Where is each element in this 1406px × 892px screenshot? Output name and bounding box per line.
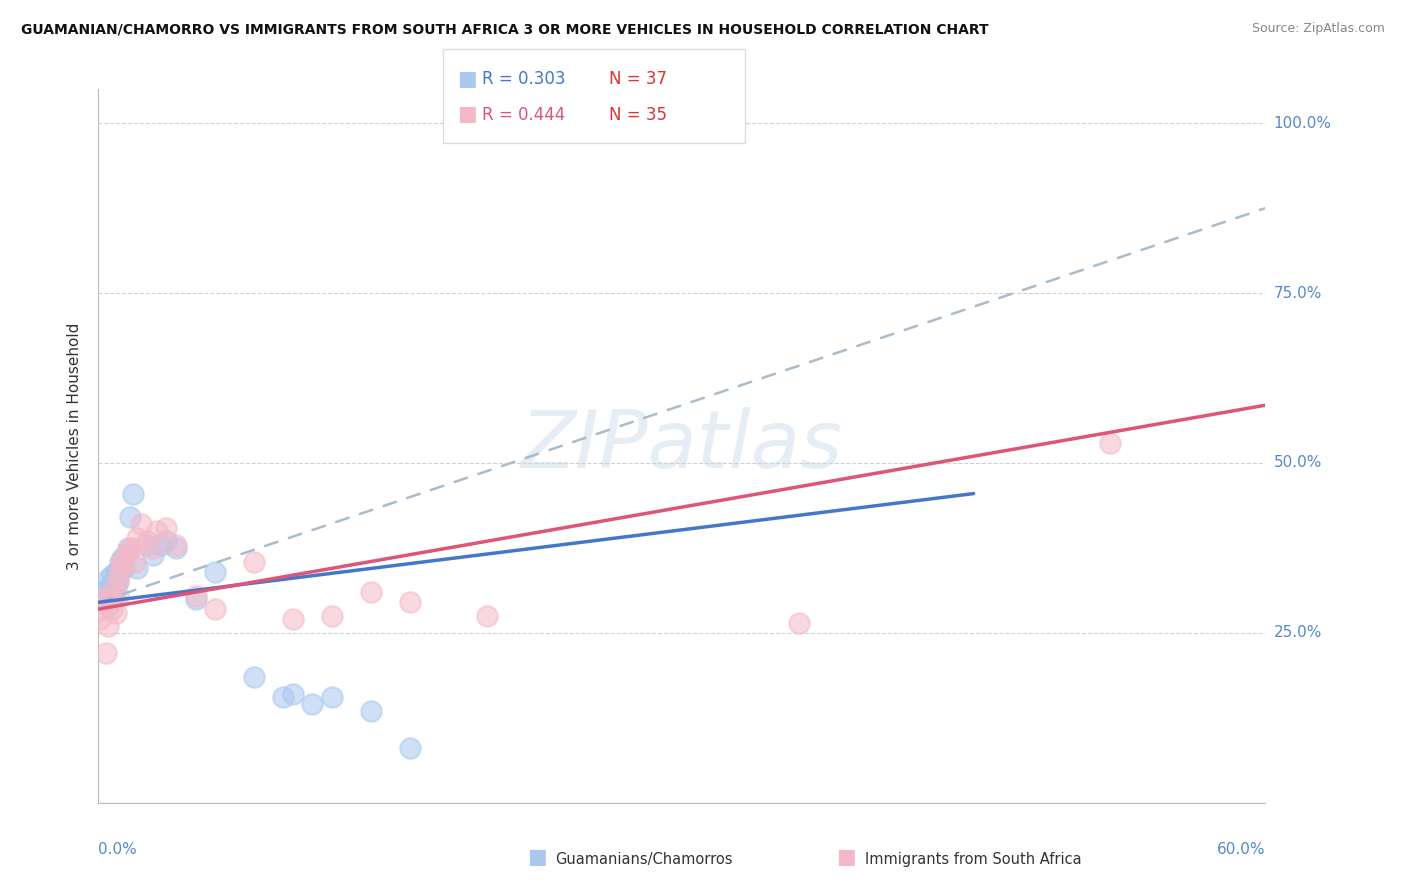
Point [107, 589, 129, 603]
Text: 50.0%: 50.0% [1274, 456, 1322, 470]
Point [321, 690, 343, 705]
Point [184, 589, 207, 603]
Text: 60.0%: 60.0% [1218, 842, 1265, 857]
Text: R = 0.444: R = 0.444 [482, 106, 565, 124]
Point [149, 537, 172, 551]
Point [146, 524, 169, 538]
Text: R = 0.303: R = 0.303 [482, 70, 565, 88]
Point [122, 486, 145, 500]
Point [96, 646, 118, 660]
Point [112, 551, 135, 566]
Text: N = 37: N = 37 [609, 70, 666, 88]
Text: 100.0%: 100.0% [1274, 116, 1331, 131]
Point [97, 572, 120, 586]
Point [281, 687, 304, 701]
Point [204, 565, 226, 579]
Point [97, 599, 120, 613]
Point [121, 541, 143, 555]
Point [107, 568, 129, 582]
Point [104, 606, 127, 620]
Point [360, 704, 382, 718]
Point [127, 531, 149, 545]
Point [101, 602, 124, 616]
Point [281, 612, 304, 626]
Text: ■: ■ [527, 847, 547, 867]
Point [103, 582, 125, 596]
Point [103, 582, 125, 596]
Point [97, 619, 120, 633]
Point [243, 555, 266, 569]
Point [204, 602, 226, 616]
Point [98, 591, 121, 606]
Text: N = 35: N = 35 [609, 106, 666, 124]
Point [107, 572, 129, 586]
Point [98, 578, 121, 592]
Point [184, 591, 207, 606]
Point [91, 602, 114, 616]
Text: ■: ■ [457, 69, 477, 88]
Point [103, 589, 125, 603]
Point [91, 585, 114, 599]
Point [98, 585, 121, 599]
Point [360, 585, 382, 599]
Point [112, 561, 135, 575]
Text: ZIPatlas: ZIPatlas [520, 407, 844, 485]
Point [111, 555, 134, 569]
Text: 25.0%: 25.0% [1274, 625, 1322, 640]
Text: 0.0%: 0.0% [98, 842, 138, 857]
Point [155, 534, 177, 549]
Point [142, 541, 165, 555]
Point [129, 517, 152, 532]
Point [117, 544, 139, 558]
Text: Guamanians/Chamorros: Guamanians/Chamorros [555, 852, 733, 867]
Point [477, 608, 499, 623]
Point [787, 615, 810, 630]
Point [114, 548, 136, 562]
Point [398, 741, 420, 756]
Point [118, 510, 141, 524]
Point [104, 578, 127, 592]
Point [117, 541, 139, 555]
Point [136, 537, 159, 551]
Text: Source: ZipAtlas.com: Source: ZipAtlas.com [1251, 22, 1385, 36]
Point [155, 520, 177, 534]
Point [101, 591, 124, 606]
Point [127, 561, 149, 575]
Point [301, 698, 323, 712]
Text: Immigrants from South Africa: Immigrants from South Africa [865, 852, 1081, 867]
Text: ■: ■ [457, 104, 477, 124]
Point [165, 541, 187, 555]
Point [97, 595, 120, 609]
Point [96, 595, 118, 609]
Point [107, 574, 129, 589]
Point [321, 608, 343, 623]
Point [101, 568, 124, 582]
Point [142, 548, 165, 562]
Point [165, 537, 187, 551]
Point [108, 555, 131, 569]
Point [124, 555, 146, 569]
Point [93, 591, 115, 606]
Point [398, 595, 420, 609]
Point [104, 565, 127, 579]
Point [111, 551, 134, 566]
Point [271, 690, 294, 705]
Y-axis label: 3 or more Vehicles in Household: 3 or more Vehicles in Household [67, 322, 83, 570]
Text: ■: ■ [837, 847, 856, 867]
Point [108, 565, 131, 579]
Text: 75.0%: 75.0% [1274, 285, 1322, 301]
Point [1098, 435, 1121, 450]
Point [136, 534, 159, 549]
Point [89, 612, 111, 626]
Point [243, 670, 266, 684]
Point [93, 591, 115, 606]
Text: GUAMANIAN/CHAMORRO VS IMMIGRANTS FROM SOUTH AFRICA 3 OR MORE VEHICLES IN HOUSEHO: GUAMANIAN/CHAMORRO VS IMMIGRANTS FROM SO… [21, 22, 988, 37]
